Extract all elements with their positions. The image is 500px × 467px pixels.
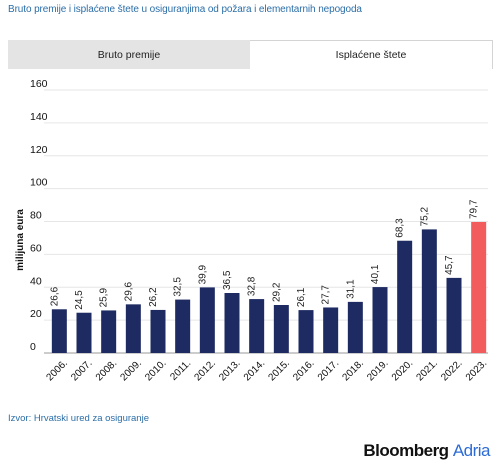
x-tick-label: 2014. [242, 358, 267, 383]
x-tick-label: 2020. [390, 358, 415, 383]
bar-chart: 0 20 40 60 80 100 120 140 160 milijuna eura 26,6… [15, 78, 490, 383]
bar [249, 299, 265, 353]
y-tick-label: 0 [30, 341, 36, 353]
logo-main: Bloomberg [363, 441, 449, 460]
bar [224, 293, 240, 353]
data-label: 25,9 [99, 288, 110, 308]
y-tick-label: 20 [30, 308, 42, 320]
x-tick-label: 2015. [267, 358, 292, 383]
tab-isplacene-stete[interactable]: Isplaćene štete [250, 40, 493, 69]
x-tick-label: 2007. [69, 358, 94, 383]
x-tick-label: 2017. [316, 358, 341, 383]
tab-bruto-premije[interactable]: Bruto premije [8, 40, 250, 69]
bar [446, 277, 462, 353]
x-tick-label: 2012. [193, 358, 218, 383]
bar [101, 310, 117, 353]
bar [273, 305, 289, 353]
data-label: 75,2 [419, 206, 430, 226]
y-axis-ticks: 0 20 40 60 80 100 120 140 160 [30, 78, 48, 353]
data-label: 31,1 [345, 279, 356, 299]
logo-accent: Adria [452, 441, 491, 460]
bar [175, 299, 191, 353]
x-tick-label: 2006. [45, 358, 70, 383]
bar [125, 304, 141, 353]
y-tick-label: 140 [30, 111, 48, 123]
x-tick-label: 2023. [464, 358, 489, 383]
data-label: 32,5 [173, 277, 184, 297]
data-label: 27,7 [321, 285, 332, 305]
y-tick-label: 60 [30, 242, 42, 254]
x-tick-label: 2009. [119, 358, 144, 383]
x-tick-label: 2016. [291, 358, 316, 383]
y-tick-label: 120 [30, 144, 48, 156]
bar [76, 312, 92, 353]
data-label: 79,7 [469, 199, 480, 219]
x-tick-label: 2021. [415, 358, 440, 383]
data-label: 29,6 [123, 281, 134, 301]
data-label: 26,2 [148, 287, 159, 307]
bar [347, 301, 363, 353]
data-label: 45,7 [444, 255, 455, 275]
bar [51, 309, 67, 353]
data-label: 40,1 [370, 264, 381, 284]
bloomberg-adria-logo: Bloomberg Adria [363, 441, 490, 461]
data-label: 68,3 [395, 218, 406, 238]
x-tick-label: 2019. [365, 358, 390, 383]
y-axis-label: milijuna eura [15, 209, 26, 271]
x-axis-ticks: 2006. 2007. 2008. 2009. 2010. 2011. 2012. 2013.… [45, 358, 490, 383]
gridlines [44, 89, 488, 354]
x-tick-label: 2013. [217, 358, 242, 383]
y-tick-label: 40 [30, 275, 42, 287]
data-label: 36,5 [222, 270, 233, 290]
data-label: 26,6 [49, 286, 60, 306]
data-label: 29,2 [271, 282, 282, 302]
chart-title: Bruto premije i isplaćene štete u osigur… [8, 4, 362, 15]
data-label: 39,9 [197, 265, 208, 285]
x-tick-label: 2008. [94, 358, 119, 383]
bar [298, 310, 314, 353]
bar [397, 240, 413, 353]
bar [372, 287, 388, 353]
source-note: Izvor: Hrvatski ured za osiguranje [8, 413, 149, 424]
y-tick-label: 160 [30, 78, 48, 90]
x-tick-label: 2011. [168, 358, 193, 383]
x-tick-label: 2010. [143, 358, 168, 383]
bar [323, 307, 339, 353]
data-label: 32,8 [247, 276, 258, 296]
data-label: 26,1 [296, 287, 307, 307]
bar [421, 229, 437, 353]
y-tick-label: 100 [30, 177, 48, 189]
y-tick-label: 80 [30, 210, 42, 222]
x-tick-label: 2018. [341, 358, 366, 383]
bars [51, 221, 487, 353]
bar [471, 221, 487, 353]
data-label: 24,5 [74, 290, 85, 310]
bar [199, 287, 215, 353]
x-tick-label: 2022. [439, 358, 464, 383]
tab-bar: Bruto premije Isplaćene štete [8, 40, 493, 69]
data-labels: 26,6 24,5 25,9 29,6 26,2 32,5 39,9 36,5 32,8 29,2… [49, 199, 479, 310]
bar [150, 309, 166, 353]
